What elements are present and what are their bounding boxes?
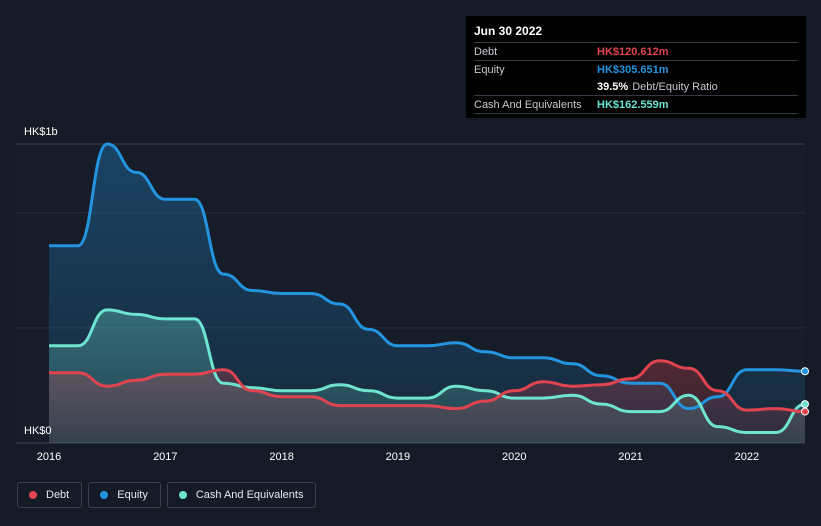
tooltip-debt-label: Debt (474, 45, 498, 58)
tooltip-debt-row: Debt HK$120.612m (474, 42, 798, 60)
tooltip-equity-value: HK$305.651m (597, 63, 669, 76)
x-tick-label: 2017 (153, 451, 177, 463)
chart-legend: Debt Equity Cash And Equivalents (17, 482, 317, 508)
legend-item-cash[interactable]: Cash And Equivalents (166, 482, 317, 508)
tooltip-cash-row: Cash And Equivalents HK$162.559m (474, 95, 798, 114)
equity-end-point (801, 367, 809, 376)
debt-dot-icon (29, 491, 37, 499)
legend-item-debt[interactable]: Debt (17, 482, 83, 508)
x-tick-label: 2016 (37, 451, 61, 463)
tooltip-date: Jun 30 2022 (474, 24, 543, 38)
tooltip-equity-label: Equity (474, 63, 505, 76)
tooltip-ratio-value: 39.5% (597, 80, 629, 93)
tooltip-ratio-row: 39.5% Debt/Equity Ratio (474, 78, 798, 95)
x-tick-label: 2019 (386, 451, 410, 463)
x-tick-label: 2021 (618, 451, 642, 463)
x-tick-label: 2018 (269, 451, 293, 463)
legend-label-debt: Debt (46, 489, 70, 501)
tooltip-equity-row: Equity HK$305.651m (474, 60, 798, 78)
legend-item-equity[interactable]: Equity (88, 482, 161, 508)
cash-end-point (801, 400, 809, 409)
cash-line (49, 308, 806, 434)
tooltip-debt-value: HK$120.612m (597, 45, 669, 58)
equity-dot-icon (100, 491, 109, 499)
legend-label-equity: Equity (117, 489, 148, 501)
x-tick-label: 2022 (735, 451, 759, 463)
equity-area (49, 144, 805, 443)
x-tick-label: 2020 (502, 451, 526, 463)
debt-line (49, 359, 806, 414)
y-tick-label: HK$1b (24, 126, 58, 138)
legend-label-cash: Cash And Equivalents (195, 489, 304, 501)
debt-end-point (801, 407, 809, 416)
tooltip-cash-label: Cash And Equivalents (474, 98, 582, 111)
cash-dot-icon (178, 491, 187, 499)
tooltip-cash-value: HK$162.559m (597, 98, 669, 111)
equity-line (48, 142, 806, 411)
tooltip-panel: Jun 30 2022 Debt HK$120.612m Equity HK$3… (466, 16, 806, 118)
tooltip-ratio-label: Debt/Equity Ratio (632, 80, 718, 93)
y-tick-label: HK$0 (24, 425, 52, 437)
